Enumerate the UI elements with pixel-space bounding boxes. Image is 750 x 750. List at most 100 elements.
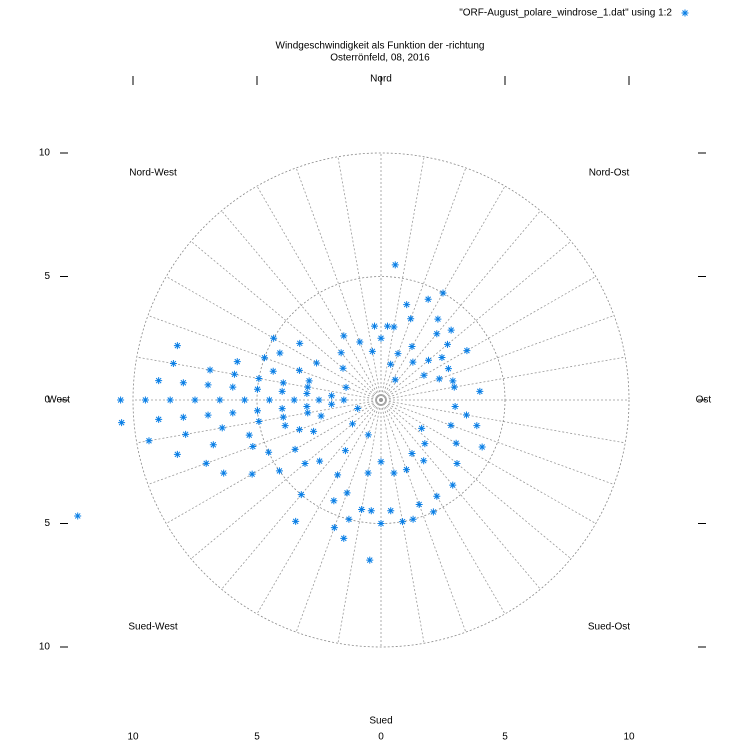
data-point (209, 441, 217, 449)
data-point (295, 366, 303, 374)
angle-grid-line (380, 356, 626, 401)
data-point (364, 469, 372, 477)
data-point (74, 512, 82, 520)
data-point (387, 507, 395, 515)
angle-grid-line (380, 210, 541, 401)
angle-grid-line (221, 399, 382, 590)
data-point (281, 422, 289, 430)
data-point (435, 375, 443, 383)
data-point (356, 338, 364, 346)
data-point (429, 508, 437, 516)
chart-title: Windgeschwindigkeit als Funktion der -ri… (276, 41, 485, 52)
data-point (245, 431, 253, 439)
data-point (478, 443, 486, 451)
data-point (290, 396, 298, 404)
angle-grid-line (380, 399, 467, 633)
data-point (155, 415, 163, 423)
angle-grid-line (337, 399, 382, 644)
data-point (420, 371, 428, 379)
data-point (275, 467, 283, 475)
data-point (292, 517, 300, 525)
angle-grid-line (380, 399, 425, 644)
data-point (343, 489, 351, 497)
data-point (371, 322, 379, 330)
x-tick-label: 0 (378, 732, 384, 743)
data-point (337, 349, 345, 357)
data-point (279, 379, 287, 387)
angle-grid-line (190, 240, 382, 401)
angle-grid-line (380, 185, 506, 401)
data-point (248, 470, 256, 478)
data-point (354, 404, 362, 412)
data-point (447, 421, 455, 429)
data-point (230, 370, 238, 378)
data-point (216, 396, 224, 404)
data-point (418, 424, 426, 432)
data-point (229, 409, 237, 417)
direction-label: Ost (696, 395, 712, 406)
data-point (421, 440, 429, 448)
data-point (305, 377, 313, 385)
data-point (420, 457, 428, 465)
data-point (276, 349, 284, 357)
data-point (358, 505, 366, 513)
data-point (444, 365, 452, 373)
data-point (424, 356, 432, 364)
data-point (297, 491, 305, 499)
data-point (155, 377, 163, 385)
angle-grid-line (380, 240, 572, 401)
angle-grid-line (380, 399, 572, 560)
data-point (390, 323, 398, 331)
data-point (265, 396, 273, 404)
data-point (253, 407, 261, 415)
x-tick-label: 10 (623, 732, 635, 743)
angle-grid-line (295, 167, 382, 401)
data-point (342, 383, 350, 391)
angle-grid-line (380, 156, 425, 401)
angle-grid-line (166, 399, 382, 524)
data-point (340, 534, 348, 542)
direction-label: Nord (370, 74, 392, 85)
data-point (433, 330, 441, 338)
data-point (316, 457, 324, 465)
angle-grid-line (337, 156, 382, 401)
data-point (173, 450, 181, 458)
angle-grid-line (221, 210, 382, 401)
data-point (249, 442, 257, 450)
data-point (278, 387, 286, 395)
data-point (295, 426, 303, 434)
data-point (383, 322, 391, 330)
y-tick-label: 5 (44, 518, 50, 529)
angle-grid-line (256, 185, 382, 401)
data-point (265, 448, 273, 456)
data-point (301, 460, 309, 468)
data-point (345, 515, 353, 523)
data-point (434, 315, 442, 323)
data-point (191, 396, 199, 404)
angle-grid-line (190, 399, 382, 560)
y-tick-label: 0 (44, 395, 50, 406)
data-point (438, 353, 446, 361)
data-point (310, 427, 318, 435)
angle-grid-line (256, 399, 382, 615)
data-point (204, 411, 212, 419)
data-point (439, 289, 447, 297)
x-tick-label: 5 (502, 732, 508, 743)
data-point (270, 334, 278, 342)
data-point (278, 405, 286, 413)
x-tick-label: 10 (127, 732, 139, 743)
data-point (220, 469, 228, 477)
data-point (145, 437, 153, 445)
data-point (409, 358, 417, 366)
data-point (447, 326, 455, 334)
data-point (377, 520, 385, 527)
data-point (450, 383, 458, 391)
data-point (377, 458, 385, 466)
data-point (141, 396, 149, 404)
data-point (296, 339, 304, 347)
direction-label: Sued-Ost (588, 622, 630, 633)
data-point (366, 556, 374, 564)
radius-grid-circle (132, 152, 630, 648)
data-point (179, 413, 187, 421)
